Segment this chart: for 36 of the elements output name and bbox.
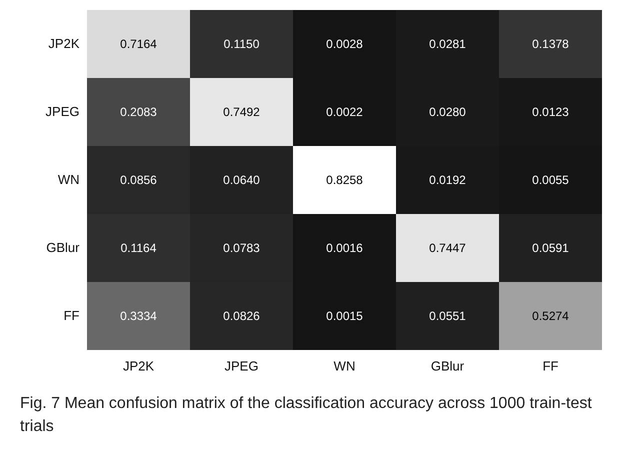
data-label: 0.7492: [223, 105, 260, 119]
x-tick-label: GBlur: [430, 358, 465, 374]
data-label: 0.0192: [429, 173, 466, 187]
y-tick-label: FF: [64, 308, 80, 323]
data-label: 0.1164: [120, 241, 157, 255]
data-label: 0.7164: [120, 37, 158, 51]
data-label: 0.0551: [429, 309, 466, 323]
data-label: 0.5274: [532, 309, 570, 323]
data-label: 0.3334: [120, 309, 158, 323]
data-label: 0.1150: [224, 37, 260, 51]
data-label: 0.0640: [223, 173, 260, 187]
y-tick-label: JP2K: [48, 36, 80, 51]
x-tick-label: JP2K: [122, 358, 154, 374]
caption: Fig. 7 Mean confusion matrix of the classification accuracy across 1000 train-test trials: [20, 394, 593, 437]
y-tick-label: JPEG: [46, 104, 80, 119]
x-tick-label: FF: [542, 358, 558, 374]
data-label: 0.0022: [326, 105, 364, 119]
data-label: 0.0055: [532, 173, 570, 187]
data-label: 0.0028: [326, 37, 364, 51]
data-label: 0.0856: [120, 173, 158, 187]
data-label: 0.1378: [532, 37, 570, 51]
y-tick-label: WN: [58, 172, 80, 187]
y-tick-label: GBlur: [46, 240, 80, 255]
data-label: 0.0123: [532, 105, 570, 119]
data-label: 0.8258: [326, 173, 364, 187]
x-tick-label: WN: [334, 358, 356, 374]
data-label: 0.7447: [429, 241, 466, 255]
data-label: 0.0016: [326, 241, 364, 255]
data-label: 0.0280: [429, 105, 466, 119]
data-label: 0.0826: [223, 309, 260, 323]
data-label: 0.2083: [120, 105, 158, 119]
data-label: 0.0783: [223, 241, 260, 255]
data-label: 0.0015: [326, 309, 364, 323]
data-label: 0.0591: [532, 241, 570, 255]
x-tick-label: JPEG: [224, 358, 258, 374]
data-label: 0.0281: [429, 37, 466, 51]
